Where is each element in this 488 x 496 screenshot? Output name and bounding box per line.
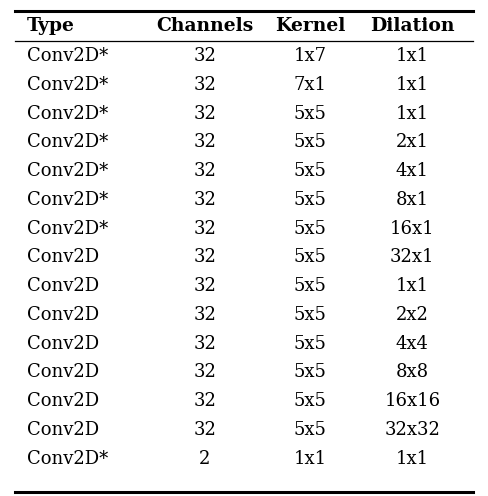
Text: 32x32: 32x32: [385, 421, 440, 439]
Text: 2x2: 2x2: [396, 306, 429, 324]
Text: Channels: Channels: [156, 17, 254, 35]
Text: Conv2D*: Conv2D*: [27, 191, 108, 209]
Text: 8x1: 8x1: [396, 191, 429, 209]
Text: 32: 32: [194, 162, 216, 180]
Text: 5x5: 5x5: [293, 248, 326, 266]
Text: Conv2D*: Conv2D*: [27, 450, 108, 468]
Text: 32: 32: [194, 335, 216, 353]
Text: 1x1: 1x1: [396, 277, 429, 295]
Text: 5x5: 5x5: [293, 105, 326, 123]
Text: Conv2D: Conv2D: [27, 364, 99, 381]
Text: 2x1: 2x1: [396, 133, 429, 151]
Text: 1x7: 1x7: [293, 47, 326, 65]
Text: Conv2D*: Conv2D*: [27, 133, 108, 151]
Text: 1x1: 1x1: [396, 76, 429, 94]
Text: 4x4: 4x4: [396, 335, 429, 353]
Text: Conv2D*: Conv2D*: [27, 105, 108, 123]
Text: 32: 32: [194, 133, 216, 151]
Text: 1x1: 1x1: [396, 105, 429, 123]
Text: 16x1: 16x1: [390, 220, 435, 238]
Text: 32: 32: [194, 220, 216, 238]
Text: 5x5: 5x5: [293, 306, 326, 324]
Text: Conv2D*: Conv2D*: [27, 76, 108, 94]
Text: 32: 32: [194, 105, 216, 123]
Text: Conv2D: Conv2D: [27, 248, 99, 266]
Text: 5x5: 5x5: [293, 220, 326, 238]
Text: Type: Type: [27, 17, 75, 35]
Text: 5x5: 5x5: [293, 277, 326, 295]
Text: Conv2D: Conv2D: [27, 306, 99, 324]
Text: 32x1: 32x1: [390, 248, 435, 266]
Text: 5x5: 5x5: [293, 335, 326, 353]
Text: 32: 32: [194, 277, 216, 295]
Text: 5x5: 5x5: [293, 162, 326, 180]
Text: 16x16: 16x16: [384, 392, 441, 410]
Text: 5x5: 5x5: [293, 392, 326, 410]
Text: 1x1: 1x1: [293, 450, 326, 468]
Text: 2: 2: [199, 450, 211, 468]
Text: 8x8: 8x8: [396, 364, 429, 381]
Text: 5x5: 5x5: [293, 133, 326, 151]
Text: 32: 32: [194, 392, 216, 410]
Text: 32: 32: [194, 248, 216, 266]
Text: 4x1: 4x1: [396, 162, 429, 180]
Text: 32: 32: [194, 364, 216, 381]
Text: 5x5: 5x5: [293, 191, 326, 209]
Text: Conv2D*: Conv2D*: [27, 162, 108, 180]
Text: 7x1: 7x1: [293, 76, 326, 94]
Text: 32: 32: [194, 76, 216, 94]
Text: 32: 32: [194, 421, 216, 439]
Text: Dilation: Dilation: [370, 17, 455, 35]
Text: 32: 32: [194, 191, 216, 209]
Text: 5x5: 5x5: [293, 421, 326, 439]
Text: Conv2D: Conv2D: [27, 277, 99, 295]
Text: 32: 32: [194, 306, 216, 324]
Text: Conv2D: Conv2D: [27, 421, 99, 439]
Text: Conv2D*: Conv2D*: [27, 220, 108, 238]
Text: 32: 32: [194, 47, 216, 65]
Text: Conv2D: Conv2D: [27, 335, 99, 353]
Text: Conv2D*: Conv2D*: [27, 47, 108, 65]
Text: 1x1: 1x1: [396, 47, 429, 65]
Text: Conv2D: Conv2D: [27, 392, 99, 410]
Text: 5x5: 5x5: [293, 364, 326, 381]
Text: Kernel: Kernel: [275, 17, 345, 35]
Text: 1x1: 1x1: [396, 450, 429, 468]
